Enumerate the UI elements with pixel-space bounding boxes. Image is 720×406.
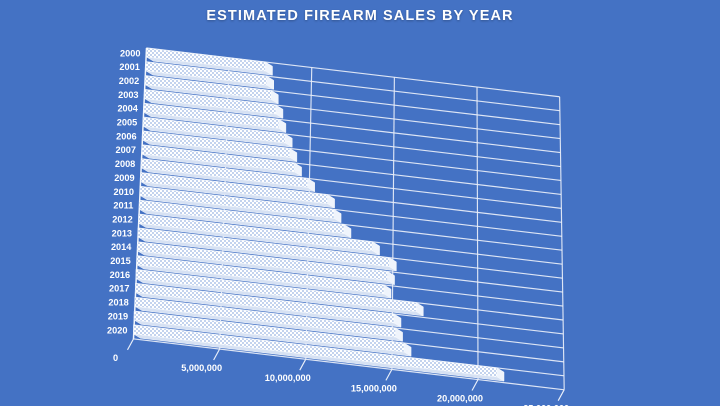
bar: [137, 241, 395, 286]
chart-title: ESTIMATED FIREARM SALES BY YEAR: [206, 8, 514, 24]
bar: [140, 172, 335, 209]
category-label-2001: 2001: [119, 62, 139, 72]
axis-tick: [126, 338, 135, 351]
bar: [137, 227, 397, 272]
bar: [133, 324, 505, 382]
category-label-2017: 2017: [109, 284, 129, 294]
bar: [144, 89, 284, 119]
category-label-2003: 2003: [118, 90, 138, 100]
bar: [136, 255, 392, 299]
bars-group: [133, 47, 505, 382]
category-label-2018: 2018: [108, 298, 128, 308]
bar: [146, 47, 273, 76]
category-label-2012: 2012: [112, 214, 132, 224]
bar: [144, 75, 279, 105]
bar: [139, 186, 342, 224]
category-label-2020: 2020: [107, 325, 127, 335]
bar: [139, 200, 352, 239]
x-tick-label: 20,000,000: [437, 394, 483, 404]
category-label-2008: 2008: [115, 159, 135, 169]
category-label-2009: 2009: [114, 173, 134, 183]
bar: [145, 61, 274, 90]
bar: [142, 116, 293, 148]
category-label-2010: 2010: [114, 187, 134, 197]
x-tick-label: 0: [113, 353, 118, 363]
axis-tick: [213, 348, 221, 361]
bar: [133, 310, 412, 357]
category-label-2013: 2013: [112, 228, 132, 238]
category-label-2006: 2006: [116, 131, 136, 141]
category-label-2005: 2005: [117, 118, 137, 128]
x-tick-label: 15,000,000: [351, 383, 397, 393]
category-label-2019: 2019: [108, 311, 128, 321]
bar: [141, 144, 302, 177]
bar: [138, 213, 380, 256]
category-label-2014: 2014: [111, 242, 132, 252]
x-tick-label: 10,000,000: [265, 373, 311, 383]
category-label-2000: 2000: [120, 48, 140, 58]
axis-tick-labels: 0 5,000,000 10,000,000 15,000,000 20,000,000…: [113, 338, 569, 406]
category-label-2015: 2015: [110, 256, 130, 266]
category-label-2007: 2007: [115, 145, 135, 155]
bar: [143, 103, 287, 133]
category-labels: 2000 2001 2002 2003 2004 2005 2006 2007 2008 2009…: [107, 48, 140, 335]
category-label-2016: 2016: [110, 270, 130, 280]
bar: [135, 269, 424, 317]
gridline-value: [559, 96, 565, 390]
bar: [142, 130, 298, 163]
bar: [141, 158, 315, 193]
axis-tick: [299, 358, 307, 371]
gridline-value: [476, 86, 479, 380]
axis-tick: [557, 389, 565, 401]
category-label-2004: 2004: [117, 104, 138, 114]
bar: [134, 296, 403, 342]
axis-tick: [385, 369, 393, 381]
x-tick-label: 5,000,000: [181, 363, 222, 373]
bar: [135, 283, 402, 328]
x-tick-label: 25,000,000: [523, 404, 569, 406]
category-label-2002: 2002: [119, 76, 139, 86]
axis-tick: [471, 379, 479, 391]
gridline-row: [132, 338, 565, 391]
category-label-2011: 2011: [113, 201, 133, 211]
